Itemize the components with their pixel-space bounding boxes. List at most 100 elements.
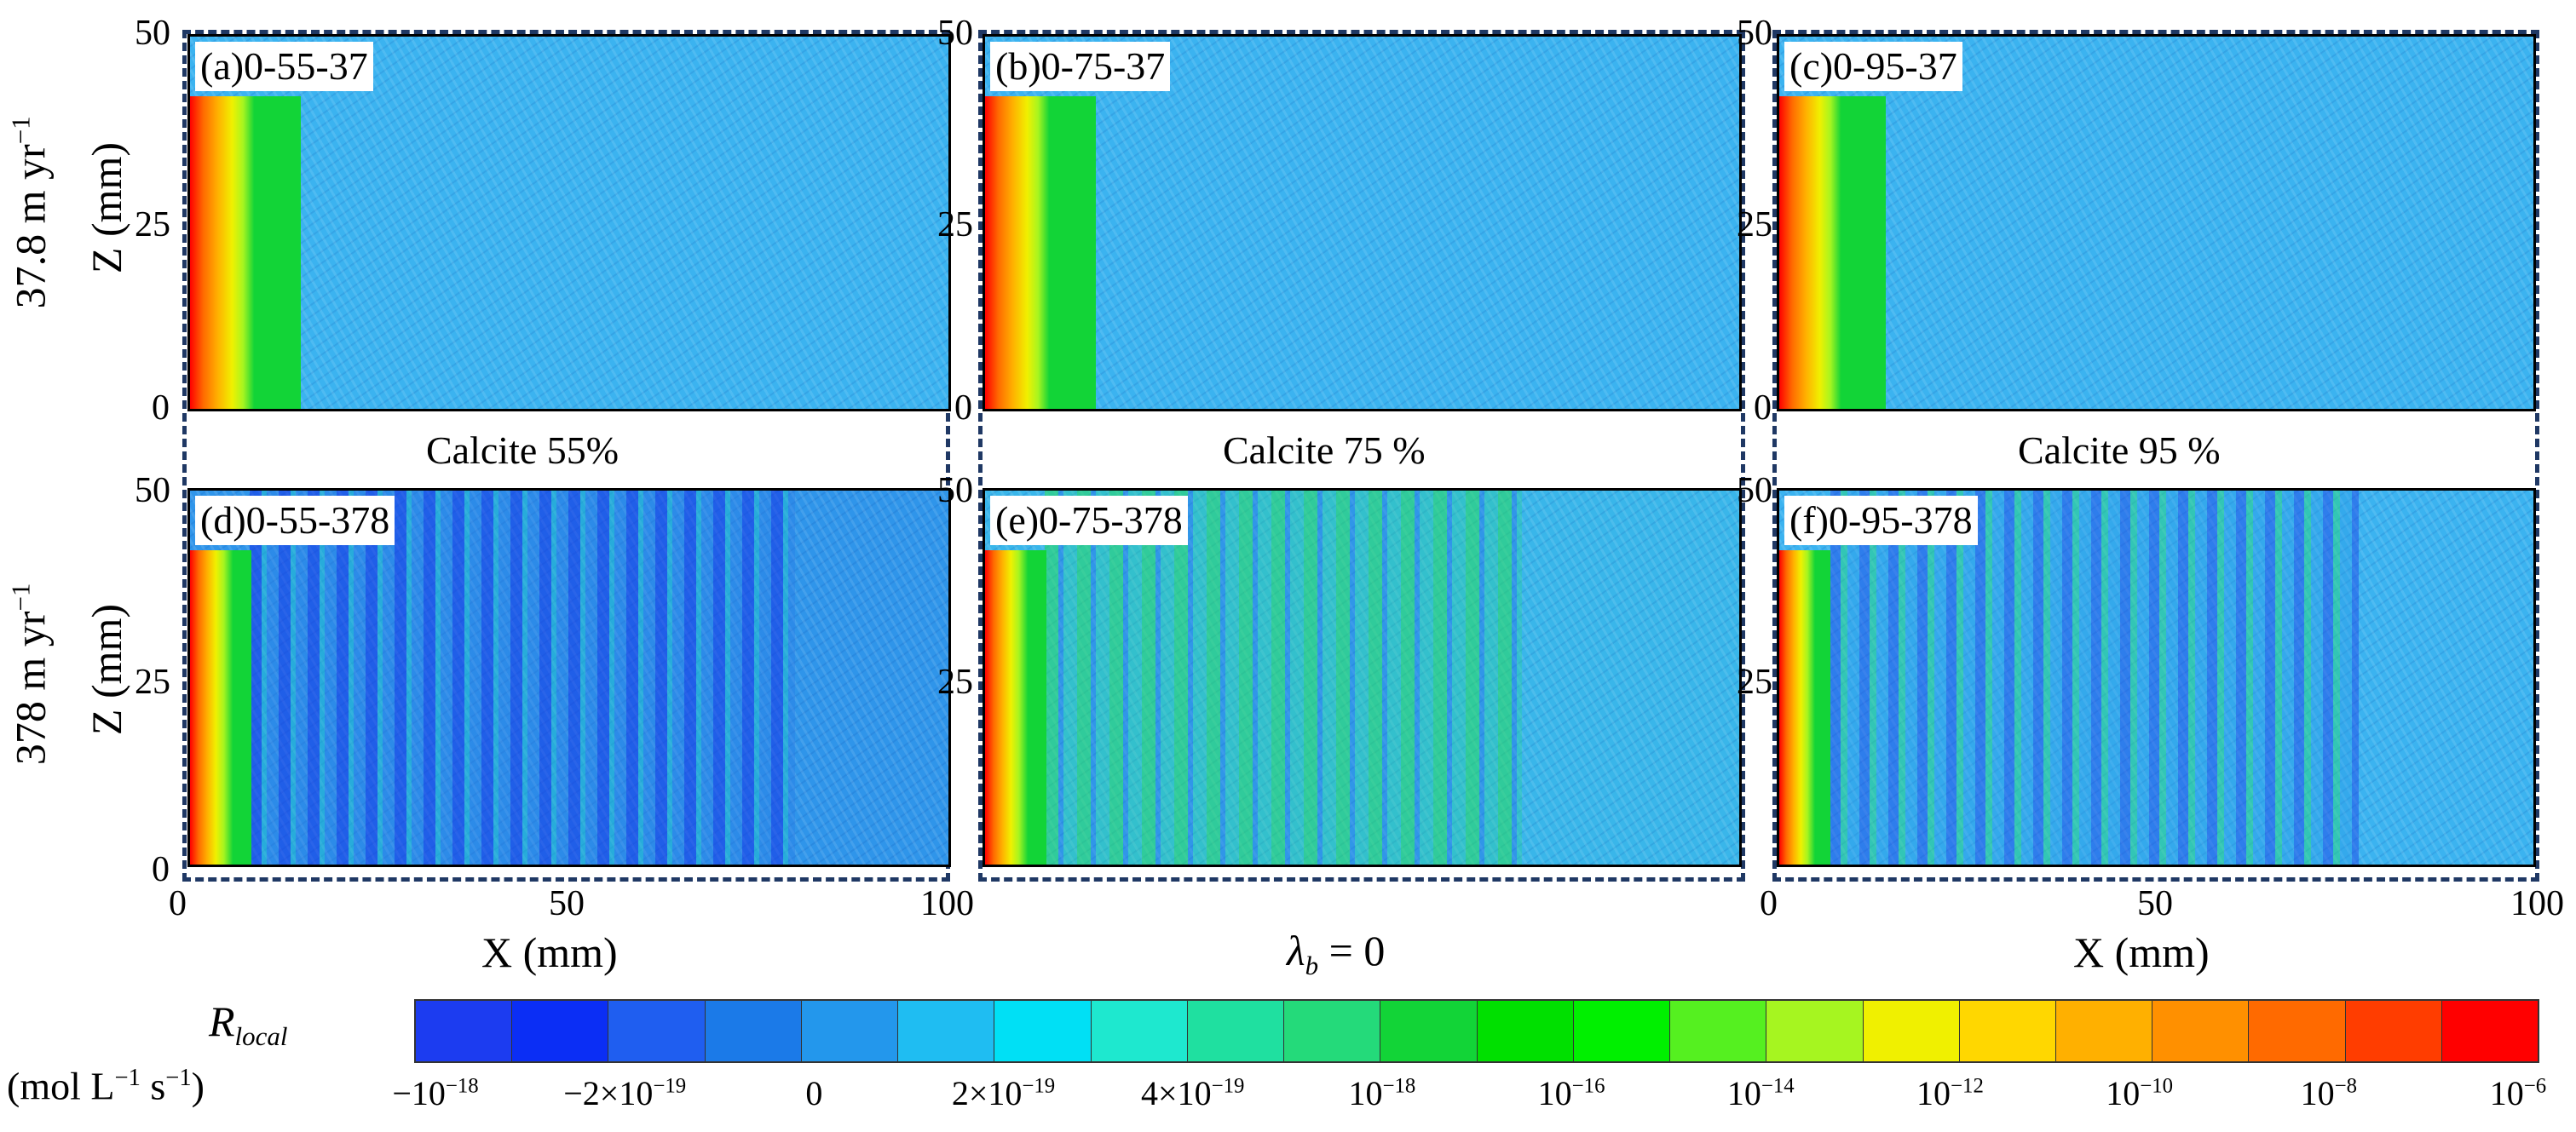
- stripes-f: [1830, 491, 2359, 865]
- colorbar-tick-label: 10−8: [2300, 1074, 2358, 1112]
- plume-d: [190, 550, 251, 865]
- x-tick-0: 0: [1760, 884, 1778, 923]
- y-tick-50: 50: [937, 14, 973, 53]
- colorbar-tick-label: −2×10−19: [563, 1074, 687, 1112]
- colorbar-swatch: [512, 1001, 609, 1061]
- colorbar-swatch: [1380, 1001, 1478, 1061]
- colorbar-tick-label: 2×10−19: [951, 1074, 1056, 1112]
- y-tick-50: 50: [135, 14, 170, 53]
- y-tick-25: 25: [1737, 205, 1772, 244]
- colorbar-swatch: [1284, 1001, 1381, 1061]
- y-tick-50: 50: [1737, 14, 1772, 53]
- y-axis-title: Z (mm): [83, 141, 130, 274]
- colorbar-swatch: [1091, 1001, 1188, 1061]
- colorbar-swatch: [1187, 1001, 1285, 1061]
- calcite-label-95: Calcite 95 %: [2018, 428, 2221, 472]
- panel-label: (e)0-75-378: [990, 496, 1188, 545]
- x-axis-title: X (mm): [2073, 928, 2210, 976]
- x-tick-50: 50: [549, 884, 585, 923]
- colorbar-units: (mol L−1 s−1): [7, 1056, 205, 1108]
- plume-b: [985, 95, 1096, 409]
- calcite-label-55: Calcite 55%: [426, 428, 620, 472]
- colorbar-swatch: [1477, 1001, 1574, 1061]
- y-tick-25: 25: [937, 205, 973, 244]
- panel-a: (a)0-55-37: [187, 34, 951, 411]
- frame-calcite-55: [182, 30, 950, 882]
- x-tick-100: 100: [2510, 884, 2564, 923]
- colorbar-swatch: [898, 1001, 995, 1061]
- x-tick-0: 0: [169, 884, 187, 923]
- units-exp-2: −1: [165, 1065, 192, 1091]
- velocity-exp: −1: [5, 116, 36, 145]
- y-tick-0: 0: [152, 388, 170, 428]
- colorbar-swatch: [801, 1001, 899, 1061]
- units-exp-1: −1: [114, 1065, 141, 1091]
- stripes-d: [250, 491, 795, 865]
- colorbar-tick-label: −10−18: [392, 1074, 479, 1112]
- colorbar-swatch: [1670, 1001, 1767, 1061]
- panel-f: (f)0-95-378: [1777, 488, 2536, 867]
- y-tick-25: 25: [937, 663, 973, 702]
- stripes-e: [1045, 491, 1522, 865]
- x-tick-50: 50: [2137, 884, 2173, 923]
- y-tick-50: 50: [1737, 471, 1772, 510]
- lambda-annotation: λb = 0: [1287, 928, 1385, 988]
- plume-e: [985, 550, 1046, 865]
- panel-c: (c)0-95-37: [1777, 34, 2536, 411]
- y-tick-0: 0: [954, 388, 972, 428]
- colorbar-swatch: [1863, 1001, 1960, 1061]
- y-tick-25: 25: [1737, 663, 1772, 702]
- colorbar-swatch: [2441, 1001, 2539, 1061]
- y-tick-25: 25: [135, 205, 170, 244]
- row-label-velocity-378: 378 m yr−1: [0, 555, 55, 793]
- colorbar-swatch: [608, 1001, 706, 1061]
- y-tick-50: 50: [135, 471, 170, 510]
- y-tick-25: 25: [135, 663, 170, 702]
- x-axis-title: X (mm): [481, 928, 618, 976]
- y-axis-title: Z (mm): [83, 603, 130, 736]
- panel-label: (c)0-95-37: [1784, 42, 1962, 91]
- units-mid: s: [140, 1064, 166, 1108]
- colorbar-tick-label: 10−18: [1348, 1074, 1416, 1112]
- units-suffix: ): [191, 1064, 205, 1108]
- velocity-text: 378 m yr: [6, 611, 55, 766]
- colorbar-swatch: [2055, 1001, 2153, 1061]
- y-tick-50: 50: [937, 471, 973, 510]
- colorbar-swatch: [994, 1001, 1092, 1061]
- colorbar-swatch: [2249, 1001, 2346, 1061]
- colorbar-tick-label: 10−16: [1537, 1074, 1605, 1112]
- colorbar-swatch: [1573, 1001, 1671, 1061]
- units-prefix: (mol L: [7, 1064, 115, 1108]
- plume-f: [1779, 550, 1830, 865]
- panel-label: (d)0-55-378: [195, 496, 395, 545]
- frame-calcite-95: [1772, 30, 2539, 882]
- colorbar-title: Rlocal: [209, 999, 288, 1059]
- panel-e: (e)0-75-378: [983, 488, 1742, 867]
- calcite-label-75: Calcite 75 %: [1223, 428, 1426, 472]
- velocity-text: 37.8 m yr: [6, 144, 55, 309]
- colorbar-swatch: [2345, 1001, 2442, 1061]
- colorbar-symbol: R: [209, 997, 235, 1045]
- panel-label: (f)0-95-378: [1784, 496, 1978, 545]
- panel-label: (b)0-75-37: [990, 42, 1171, 91]
- colorbar-sub: local: [234, 1021, 288, 1051]
- colorbar-swatch: [1766, 1001, 1864, 1061]
- panel-label: (a)0-55-37: [195, 42, 373, 91]
- y-tick-0: 0: [152, 850, 170, 889]
- colorbar: [414, 999, 2539, 1063]
- frame-calcite-75: [978, 30, 1745, 882]
- lambda-value: = 0: [1318, 927, 1386, 974]
- colorbar-swatch: [416, 1001, 513, 1061]
- plume-a: [190, 95, 301, 409]
- colorbar-tick-label: 0: [805, 1074, 823, 1112]
- lambda-sub: b: [1305, 951, 1319, 980]
- colorbar-tick-label: 10−14: [1726, 1074, 1795, 1112]
- row-label-velocity-37: 37.8 m yr−1: [0, 93, 55, 331]
- y-tick-0: 0: [1754, 388, 1772, 428]
- lambda-symbol: λ: [1287, 927, 1305, 974]
- colorbar-swatch: [705, 1001, 802, 1061]
- colorbar-swatch: [1959, 1001, 2056, 1061]
- velocity-exp: −1: [5, 583, 36, 612]
- colorbar-tick-label: 10−12: [1916, 1074, 1984, 1112]
- colorbar-tick-label: 4×10−19: [1141, 1074, 1245, 1112]
